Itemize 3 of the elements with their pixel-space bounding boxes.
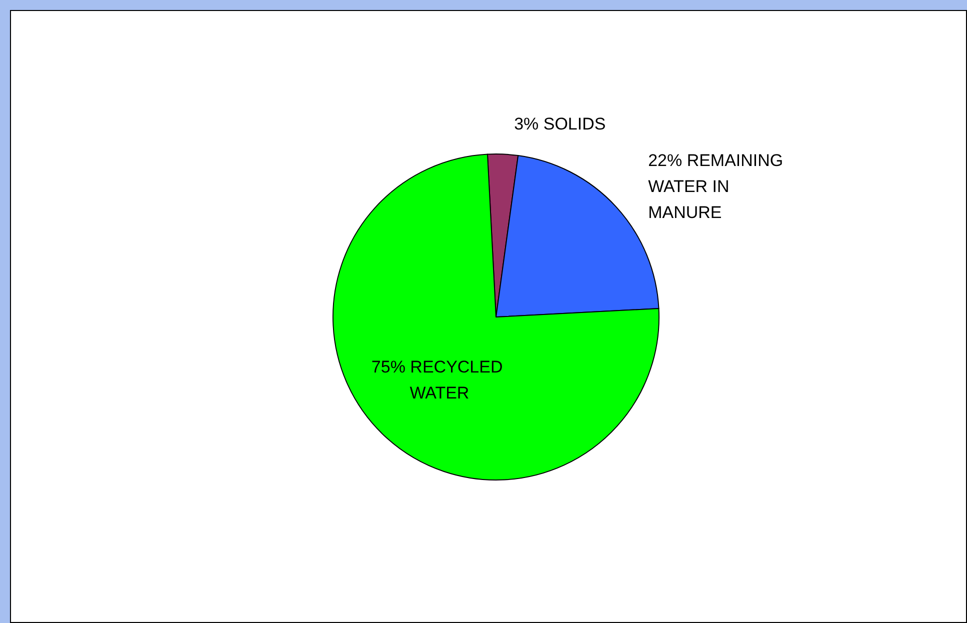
slice-label: 3% SOLIDS: [514, 114, 606, 134]
slice-label: 75% RECYCLED WATER: [371, 357, 508, 402]
slice-label: 22% REMAINING WATER IN MANURE: [648, 150, 788, 222]
